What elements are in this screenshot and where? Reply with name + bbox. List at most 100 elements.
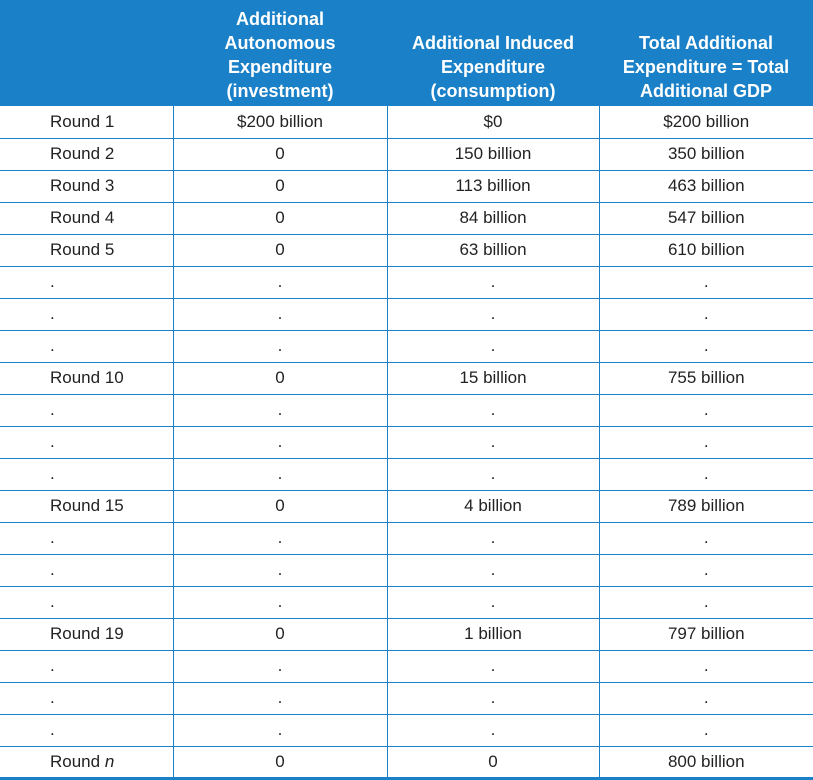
round-cell: Round 19 [0,618,174,651]
autonomous-cell: . [173,458,388,491]
header-line: Autonomous [224,33,336,53]
table-row: Round 15 0 4 billion 789 billion [0,490,813,523]
autonomous-cell: . [173,522,388,555]
table-row: .... [0,298,813,331]
total-cell: . [599,554,813,587]
autonomous-cell: 0 [173,202,388,235]
total-cell: . [599,586,813,619]
total-cell: $200 billion [599,106,813,139]
autonomous-cell: . [173,394,388,427]
round-cell: . [0,330,174,363]
autonomous-cell: . [173,554,388,587]
round-variable: n [104,751,115,771]
induced-cell: . [387,330,600,363]
round-cell: . [0,426,174,459]
induced-cell: . [387,586,600,619]
header-cell-total: Total Additional Expenditure = Total Add… [599,0,813,106]
induced-cell: . [387,266,600,299]
induced-cell: . [387,650,600,683]
induced-cell: . [387,458,600,491]
table-row: .... [0,426,813,459]
table-row: Round 19 0 1 billion 797 billion [0,618,813,651]
induced-cell: 150 billion [387,138,600,171]
round-cell: . [0,458,174,491]
table-row: .... [0,682,813,715]
table-row: Round 10 0 15 billion 755 billion [0,362,813,395]
round-cell: . [0,266,174,299]
total-cell: 797 billion [599,618,813,651]
autonomous-cell: 0 [173,362,388,395]
table-row: .... [0,522,813,555]
header-line: Expenditure = Total [622,57,790,77]
header-cell-round [0,0,173,106]
induced-cell: $0 [387,106,600,139]
total-cell: . [599,394,813,427]
header-line: Additional Induced [412,33,574,53]
total-cell: . [599,714,813,747]
induced-cell: . [387,298,600,331]
autonomous-cell: 0 [173,234,388,267]
induced-cell: 113 billion [387,170,600,203]
autonomous-cell: 0 [173,138,388,171]
round-cell: . [0,394,174,427]
table-row: Round 4 0 84 billion 547 billion [0,202,813,235]
total-cell: . [599,522,813,555]
total-cell: 547 billion [599,202,813,235]
table-row: .... [0,330,813,363]
total-cell: . [599,298,813,331]
header-line: (consumption) [430,81,556,101]
table-row: .... [0,586,813,619]
autonomous-cell: 0 [173,746,388,780]
table-row: .... [0,458,813,491]
total-cell: . [599,266,813,299]
header-row: Additional Autonomous Expenditure (inves… [0,0,813,106]
table-row: .... [0,650,813,683]
induced-cell: . [387,714,600,747]
induced-cell: 0 [387,746,600,780]
induced-cell: . [387,394,600,427]
table-row: .... [0,394,813,427]
round-cell: Round 2 [0,138,174,171]
table-header: Additional Autonomous Expenditure (inves… [0,0,813,106]
autonomous-cell: . [173,682,388,715]
autonomous-cell: . [173,586,388,619]
induced-cell: . [387,426,600,459]
header-cell-induced: Additional Induced Expenditure (consumpt… [387,0,599,106]
autonomous-cell: $200 billion [173,106,388,139]
round-cell: Round 3 [0,170,174,203]
induced-cell: 84 billion [387,202,600,235]
autonomous-cell: . [173,266,388,299]
induced-cell: 15 billion [387,362,600,395]
table-row: .... [0,266,813,299]
round-cell: . [0,714,174,747]
round-cell: Round 1 [0,106,174,139]
induced-cell: . [387,554,600,587]
round-cell: Round 5 [0,234,174,267]
header-line: Expenditure [227,57,333,77]
round-cell: . [0,522,174,555]
induced-cell: . [387,682,600,715]
total-cell: 610 billion [599,234,813,267]
header-line: Additional GDP [640,81,772,101]
total-cell: . [599,330,813,363]
round-cell: Round 15 [0,490,174,523]
round-cell: Round 4 [0,202,174,235]
induced-cell: 1 billion [387,618,600,651]
total-cell: . [599,682,813,715]
table-body: Round 1 $200 billion $0 $200 billion Round 2… [0,106,813,780]
total-cell: . [599,650,813,683]
table-row: Round 2 0 150 billion 350 billion [0,138,813,171]
table-row: Round 5 0 63 billion 610 billion [0,234,813,267]
autonomous-cell: 0 [173,170,388,203]
total-cell: 789 billion [599,490,813,523]
table-row: Round n 0 0 800 billion [0,746,813,780]
table-row: Round 1 $200 billion $0 $200 billion [0,106,813,139]
induced-cell: . [387,522,600,555]
round-cell: . [0,650,174,683]
table-row: .... [0,554,813,587]
round-cell: . [0,682,174,715]
induced-cell: 4 billion [387,490,600,523]
round-cell: Round n [0,746,174,780]
header-line: (investment) [226,81,334,101]
